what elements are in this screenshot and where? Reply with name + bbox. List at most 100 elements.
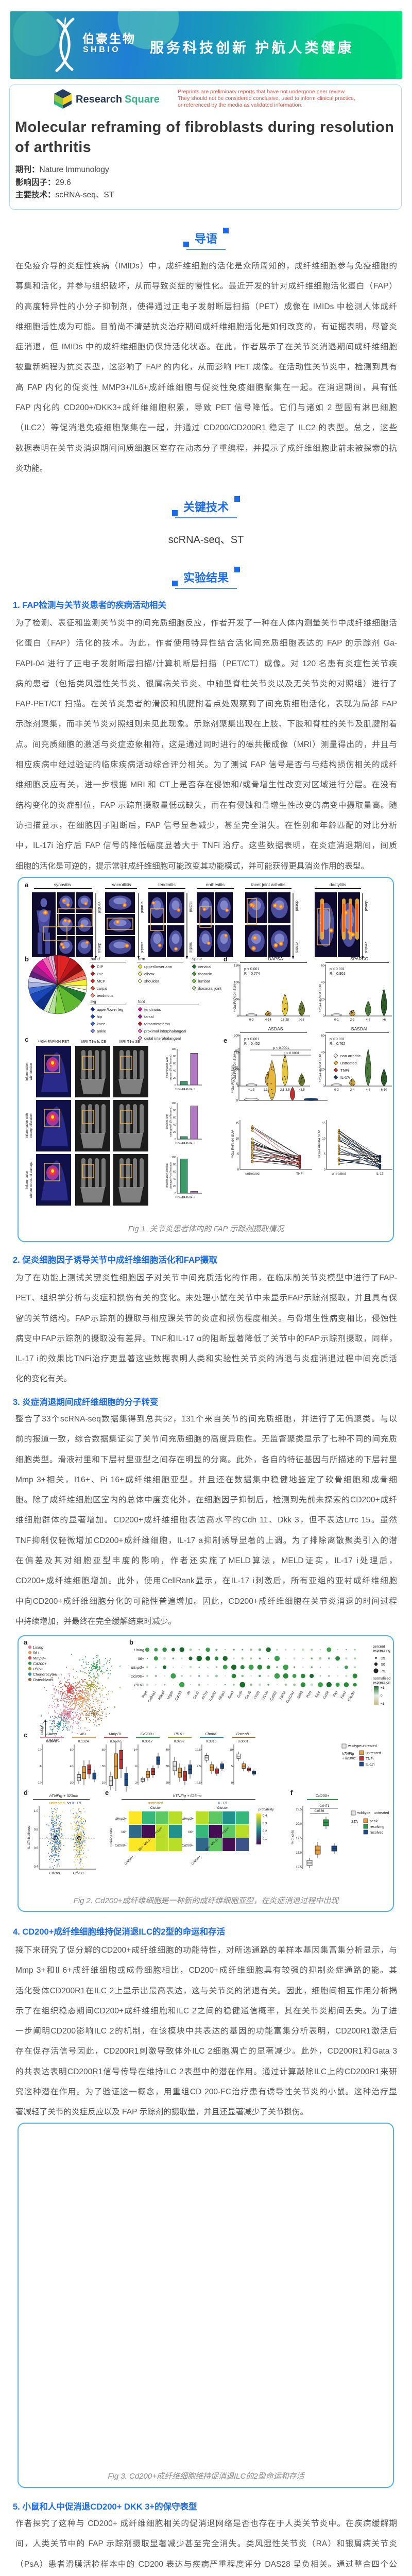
- svg-text:15.0: 15.0: [296, 1852, 302, 1855]
- svg-text:40: 40: [70, 1765, 73, 1768]
- svg-text:Mmp3+: Mmp3+: [131, 1665, 145, 1670]
- svg-text:ankle: ankle: [97, 1029, 106, 1033]
- svg-text:proximal interphalangeal: proximal interphalangeal: [144, 1029, 186, 1033]
- svg-text:Cd200+: Cd200+: [182, 1844, 194, 1848]
- svg-text:Cd200+: Cd200+: [124, 1855, 134, 1866]
- svg-text:⁶⁸Ga-FAPI-04 SUV: ⁶⁸Ga-FAPI-04 SUV: [231, 1130, 235, 1159]
- svg-text:0.0292: 0.0292: [174, 1740, 185, 1743]
- svg-text:inflammation: inflammation: [25, 1171, 29, 1189]
- svg-text:0: 0: [175, 1138, 176, 1141]
- svg-text:IL-17i likelihood: IL-17i likelihood: [27, 1825, 31, 1849]
- svg-text:Col12a1: Col12a1: [286, 1690, 296, 1704]
- svg-text:ventral: ventral: [97, 902, 102, 913]
- svg-text:distal interphalangeal: distal interphalangeal: [144, 1036, 181, 1041]
- svg-text:0: 0: [237, 1015, 239, 1018]
- svg-text:0: 0: [237, 1168, 239, 1172]
- svg-text:osteoproliferation: osteoproliferation: [29, 1113, 33, 1138]
- svg-text:>28: >28: [299, 1019, 305, 1022]
- svg-text:untreated: untreated: [49, 1802, 65, 1805]
- svg-text:50: 50: [102, 1749, 105, 1752]
- svg-text:TNFi: TNFi: [366, 1757, 374, 1761]
- svg-text:12.5: 12.5: [296, 1866, 302, 1869]
- svg-text:40: 40: [166, 1749, 169, 1752]
- svg-text:>3.5: >3.5: [299, 1089, 305, 1092]
- svg-text:+ Il23mc: + Il23mc: [342, 1757, 356, 1760]
- svg-text:Pi16: Pi16: [306, 1690, 313, 1698]
- svg-text:Saa3: Saa3: [228, 1690, 235, 1699]
- svg-text:non arthritic: non arthritic: [340, 1054, 360, 1058]
- svg-text:0.3: 0.3: [263, 1822, 267, 1825]
- svg-text:4-6: 4-6: [366, 1089, 371, 1092]
- svg-text:5: 5: [236, 1083, 238, 1086]
- svg-text:foot: foot: [138, 999, 145, 1004]
- svg-text:0-3: 0-3: [249, 1019, 254, 1022]
- svg-text:5: 5: [237, 1153, 239, 1156]
- svg-text:inflammation without: inflammation without: [166, 1163, 169, 1188]
- svg-text:0: 0: [175, 1192, 176, 1195]
- svg-text:f: f: [290, 1789, 293, 1797]
- svg-text:60: 60: [321, 1035, 324, 1038]
- svg-text:Cd200+: Cd200+: [141, 1732, 154, 1736]
- svg-text:Ccl5: Ccl5: [237, 1690, 244, 1698]
- svg-text:Mmp3+: Mmp3+: [182, 1817, 194, 1821]
- svg-text:66: 66: [235, 1068, 239, 1071]
- svg-text:inflammation with: inflammation with: [166, 1057, 169, 1078]
- svg-text:TNFi: TNFi: [340, 1068, 349, 1073]
- svg-text:sacroiliitis: sacroiliitis: [112, 882, 131, 887]
- svg-text:wildtype: wildtype: [348, 1744, 361, 1748]
- svg-text:expressing: expressing: [373, 1649, 390, 1653]
- svg-text:⁶⁸Ga-FAPI-04 SUV: ⁶⁸Ga-FAPI-04 SUV: [319, 984, 322, 1012]
- svg-text:untreated: untreated: [374, 1811, 389, 1815]
- svg-text:10: 10: [234, 1066, 238, 1070]
- svg-text:Lining: Lining: [134, 1648, 145, 1652]
- svg-text:ASDAS: ASDAS: [268, 1026, 283, 1031]
- svg-text:R = 0.774: R = 0.774: [244, 972, 260, 976]
- svg-text:10: 10: [230, 1749, 233, 1752]
- svg-text:Clec3b: Clec3b: [347, 1690, 356, 1702]
- svg-text:Cd200+: Cd200+: [33, 1662, 47, 1666]
- svg-text:Il6+: Il6+: [188, 1831, 194, 1834]
- svg-text:R = 0.452: R = 0.452: [244, 1042, 260, 1046]
- svg-text:Cd200: Cd200: [261, 1690, 269, 1701]
- svg-text:⁶⁸Ga-FAPI-04 SUV: ⁶⁸Ga-FAPI-04 SUV: [319, 1054, 322, 1082]
- svg-text:percent: percent: [373, 1645, 385, 1649]
- svg-text:⁶⁸Ga-FAPI-04: ⁶⁸Ga-FAPI-04: [175, 1196, 193, 1199]
- svg-text:Cxcl2: Cxcl2: [193, 1690, 200, 1700]
- svg-text:Lining: Lining: [46, 1732, 57, 1736]
- svg-text:MRI T1w fs CE: MRI T1w fs CE: [81, 1039, 106, 1044]
- svg-text:tarsal: tarsal: [144, 1014, 154, 1019]
- svg-text:−: −: [183, 1088, 185, 1091]
- svg-text:facet joint arthritis: facet joint arthritis: [251, 882, 286, 887]
- svg-text:Cxcl5: Cxcl5: [245, 1690, 252, 1700]
- svg-text:hTNFtg + Il23mc: hTNFtg + Il23mc: [173, 1793, 202, 1798]
- svg-text:20: 20: [166, 1782, 169, 1785]
- svg-text:12: 12: [38, 1782, 41, 1785]
- svg-text:untreated: untreated: [245, 1172, 260, 1176]
- svg-text:0.2: 0.2: [263, 1830, 267, 1833]
- svg-text:Il6+: Il6+: [138, 1656, 145, 1661]
- svg-text:BASDAI: BASDAI: [351, 1026, 367, 1031]
- svg-text:Hbegf: Hbegf: [158, 1690, 166, 1701]
- svg-text:40: 40: [321, 1052, 324, 1055]
- svg-text:133: 133: [234, 1052, 239, 1055]
- svg-text:arm: arm: [138, 957, 145, 961]
- svg-text:12.5: 12.5: [195, 1749, 201, 1752]
- svg-text:15: 15: [235, 1122, 239, 1125]
- svg-text:d: d: [24, 1789, 28, 1797]
- svg-text:leg: leg: [91, 999, 96, 1004]
- svg-text:17.5: 17.5: [296, 1837, 302, 1840]
- svg-text:Lining: Lining: [33, 1645, 44, 1650]
- svg-text:damage (% of lesions): damage (% of lesions): [169, 1162, 173, 1189]
- svg-text:40: 40: [173, 1070, 176, 1073]
- svg-text:150: 150: [234, 964, 239, 968]
- svg-text:a: a: [25, 881, 29, 889]
- svg-text:+1: +1: [381, 1686, 385, 1690]
- svg-text:with erosion: with erosion: [29, 1063, 33, 1081]
- svg-text:IL-17i: IL-17i: [72, 1802, 81, 1805]
- svg-text:15: 15: [322, 1122, 325, 1125]
- svg-text:0.4: 0.4: [263, 1815, 267, 1818]
- svg-text:⁶⁸Ga-FAPI-04: ⁶⁸Ga-FAPI-04: [175, 1088, 193, 1091]
- svg-text:cranial: cranial: [140, 902, 145, 913]
- svg-text:0.0017: 0.0017: [142, 1740, 153, 1743]
- svg-text:Square: Square: [125, 94, 160, 105]
